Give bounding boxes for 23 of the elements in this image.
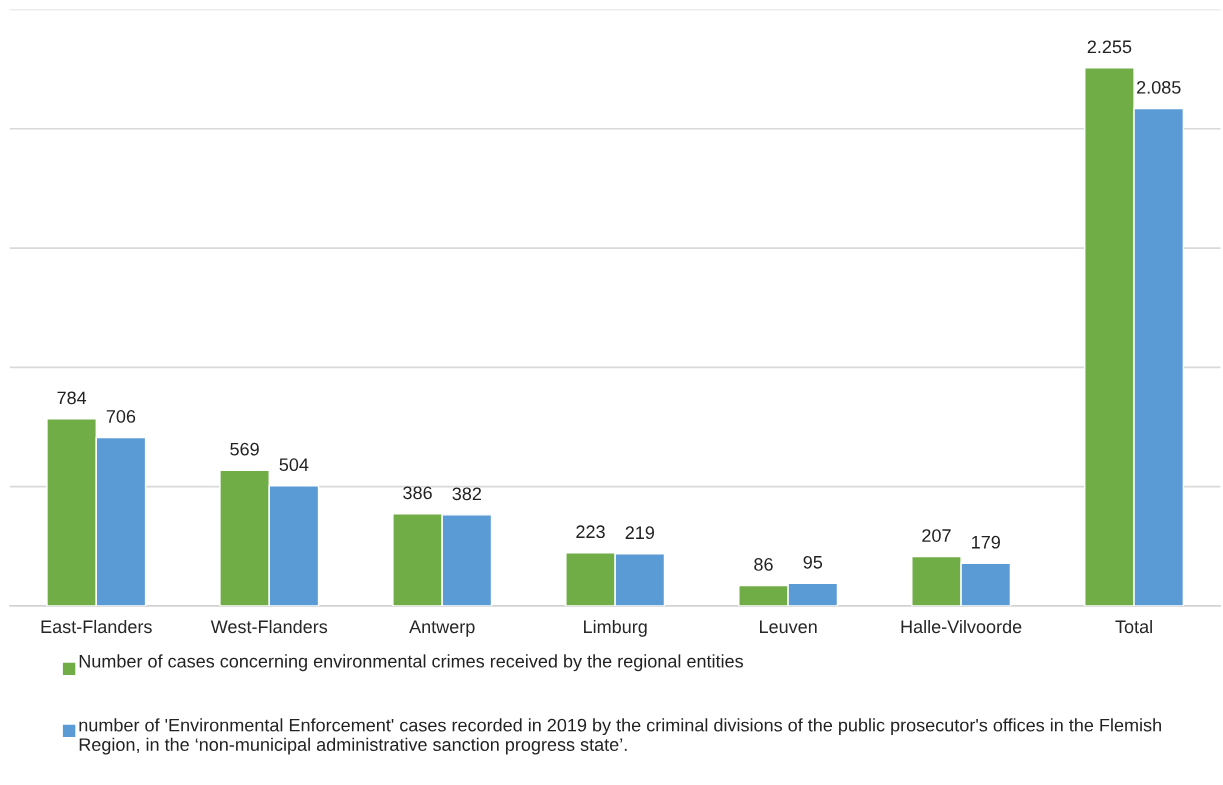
x-tick-label: Halle-Vilvoorde xyxy=(901,619,1022,634)
x-tick-label: Limburg xyxy=(584,619,647,637)
legend-label: number of 'Environmental Enforcement' cases recorded in 2019 by the criminal divisions of the public prosecutor's offices in the Flemish Region, in the ‘non-municipal administrative sanction progress state’. xyxy=(79,718,1161,755)
data-label: 504 xyxy=(279,458,309,472)
legend-label: Number of cases concerning environmental crimes received by the regional entities xyxy=(79,654,743,672)
data-label: 569 xyxy=(230,442,259,456)
x-tick-label: Leuven xyxy=(760,620,817,634)
data-label: 219 xyxy=(625,526,655,540)
x-tick-label: Total xyxy=(1115,619,1152,634)
x-tick-label: Antwerp xyxy=(409,620,475,637)
data-label: 2.255 xyxy=(1087,40,1132,54)
data-label: 386 xyxy=(403,486,432,500)
data-label: 207 xyxy=(922,529,951,542)
data-label: 223 xyxy=(576,525,605,539)
data-label: 706 xyxy=(106,410,136,423)
data-label: 95 xyxy=(803,555,823,569)
data-label: 382 xyxy=(452,487,482,501)
data-label: 86 xyxy=(754,558,773,571)
data-label: 179 xyxy=(972,535,1000,549)
x-tick-label: East-Flanders xyxy=(41,619,152,634)
data-label: 2.085 xyxy=(1137,80,1181,94)
data-label: 784 xyxy=(57,391,87,405)
x-tick-label: West-Flanders xyxy=(210,619,328,634)
